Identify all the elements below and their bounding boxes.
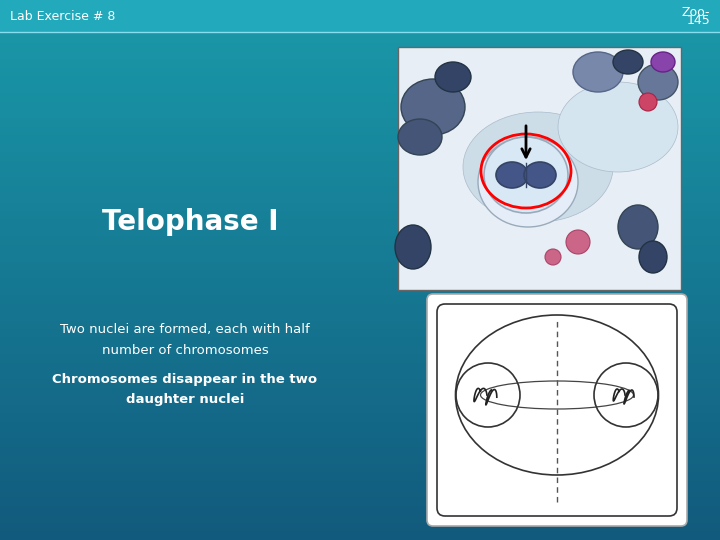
Ellipse shape	[398, 119, 442, 155]
Ellipse shape	[639, 93, 657, 111]
Ellipse shape	[566, 230, 590, 254]
Text: 145: 145	[686, 14, 710, 27]
Ellipse shape	[496, 162, 528, 188]
Ellipse shape	[524, 162, 556, 188]
Bar	[0, 0, 720, 32]
Text: Telophase I: Telophase I	[102, 208, 278, 236]
Ellipse shape	[478, 137, 578, 227]
Ellipse shape	[401, 79, 465, 135]
Ellipse shape	[395, 225, 431, 269]
Bar	[398, 47, 681, 290]
Ellipse shape	[573, 52, 623, 92]
Ellipse shape	[639, 241, 667, 273]
Text: Zoo-: Zoo-	[682, 6, 710, 19]
Text: Two nuclei are formed, each with half
number of chromosomes: Two nuclei are formed, each with half nu…	[60, 323, 310, 356]
Text: Chromosomes disappear in the two
daughter nuclei: Chromosomes disappear in the two daughte…	[53, 374, 318, 407]
Ellipse shape	[545, 249, 561, 265]
FancyBboxPatch shape	[427, 294, 687, 526]
Ellipse shape	[558, 82, 678, 172]
Ellipse shape	[638, 64, 678, 100]
Ellipse shape	[484, 137, 568, 213]
Ellipse shape	[463, 112, 613, 222]
Ellipse shape	[618, 205, 658, 249]
Ellipse shape	[435, 62, 471, 92]
Text: Lab Exercise # 8: Lab Exercise # 8	[10, 10, 115, 23]
Ellipse shape	[651, 52, 675, 72]
Ellipse shape	[613, 50, 643, 74]
